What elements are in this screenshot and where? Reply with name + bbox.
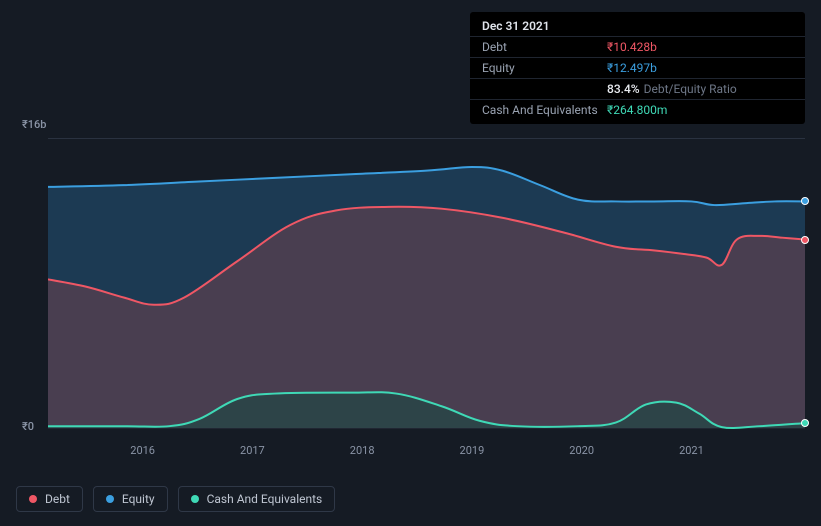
tooltip-ratio-pct: 83.4%: [607, 82, 640, 96]
tooltip-equity-label: Equity: [482, 61, 607, 75]
tooltip-ratio-label: Debt/Equity Ratio: [644, 82, 737, 96]
x-tick-2017: 2017: [240, 444, 265, 457]
legend-item-cash[interactable]: Cash And Equivalents: [178, 486, 336, 512]
tooltip-date-row: Dec 31 2021: [470, 16, 805, 37]
legend-item-equity[interactable]: Equity: [93, 486, 168, 512]
tooltip-ratio-row: 83.4% Debt/Equity Ratio: [470, 79, 805, 100]
tooltip-equity-row: Equity ₹12.497b: [470, 58, 805, 79]
legend-label-cash: Cash And Equivalents: [207, 492, 323, 506]
tooltip-debt-value: ₹10.428b: [607, 40, 793, 54]
tooltip-equity-value: ₹12.497b: [607, 61, 793, 75]
chart-plot-area[interactable]: [48, 138, 805, 428]
legend-item-debt[interactable]: Debt: [16, 486, 83, 512]
y-axis-top-label: ₹16b: [22, 118, 46, 131]
legend-label-debt: Debt: [45, 492, 70, 506]
x-axis: 2016 2017 2018 2019 2020 2021: [48, 440, 805, 460]
x-tick-2020: 2020: [569, 444, 594, 457]
tooltip-cash-row: Cash And Equivalents ₹264.800m: [470, 100, 805, 120]
legend-dot-debt: [29, 495, 37, 503]
chart-svg: [48, 138, 805, 438]
legend-dot-cash: [191, 495, 199, 503]
x-tick-2018: 2018: [350, 444, 375, 457]
chart-container: ₹16b ₹0 2016 2017 2018 2019 2020 2021: [16, 118, 805, 463]
cash-end-marker: [801, 419, 809, 427]
tooltip-cash-label: Cash And Equivalents: [482, 103, 607, 117]
y-axis-zero-label: ₹0: [22, 420, 34, 433]
tooltip-cash-value: ₹264.800m: [607, 103, 793, 117]
tooltip-ratio-value: 83.4% Debt/Equity Ratio: [607, 82, 793, 96]
x-tick-2016: 2016: [130, 444, 155, 457]
legend-label-equity: Equity: [122, 492, 155, 506]
debt-end-marker: [801, 236, 809, 244]
tooltip-ratio-spacer: [482, 82, 607, 96]
tooltip-debt-label: Debt: [482, 40, 607, 54]
tooltip-debt-row: Debt ₹10.428b: [470, 37, 805, 58]
legend-dot-equity: [106, 495, 114, 503]
chart-tooltip: Dec 31 2021 Debt ₹10.428b Equity ₹12.497…: [470, 12, 805, 124]
equity-end-marker: [801, 197, 809, 205]
chart-legend: Debt Equity Cash And Equivalents: [16, 486, 335, 512]
x-tick-2021: 2021: [679, 444, 704, 457]
x-tick-2019: 2019: [460, 444, 485, 457]
tooltip-date: Dec 31 2021: [482, 19, 550, 33]
